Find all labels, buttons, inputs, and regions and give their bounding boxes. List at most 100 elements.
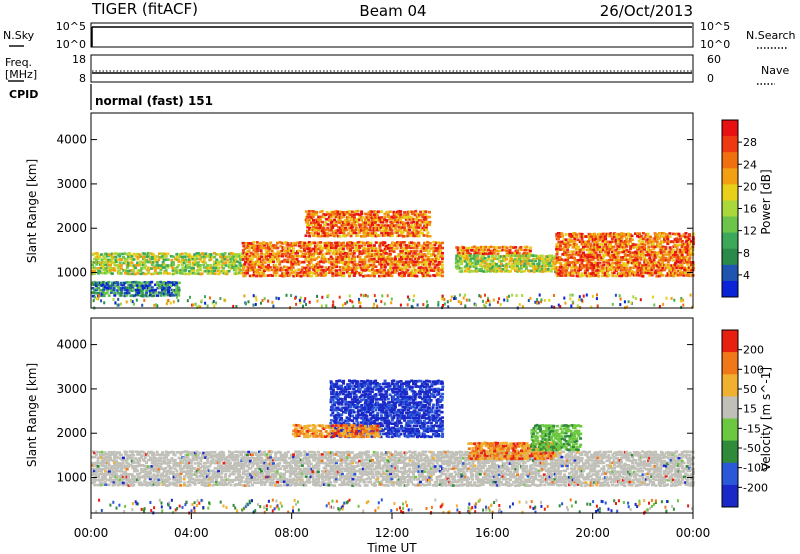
heatmap-cell bbox=[118, 481, 122, 484]
heatmap-cell bbox=[186, 255, 190, 258]
heatmap-cell bbox=[175, 469, 179, 472]
heatmap-cell bbox=[125, 291, 129, 295]
heatmap-cell bbox=[252, 247, 256, 250]
heatmap-cell bbox=[157, 271, 161, 275]
heatmap-cell bbox=[419, 271, 422, 274]
heatmap-cell bbox=[170, 288, 174, 292]
heatmap-cell bbox=[211, 484, 215, 487]
heatmap-cell bbox=[632, 266, 636, 269]
heatmap-cell bbox=[510, 262, 514, 266]
heatmap-cell bbox=[187, 258, 191, 261]
heatmap-cell bbox=[102, 294, 106, 298]
heatmap-cell bbox=[575, 233, 578, 236]
heatmap-cell bbox=[119, 264, 123, 267]
heatmap-cell bbox=[263, 274, 267, 277]
heatmap-cell bbox=[523, 264, 527, 268]
heatmap-cell bbox=[118, 292, 122, 295]
heatmap-cell bbox=[272, 266, 276, 269]
heatmap-cell bbox=[209, 459, 213, 463]
heatmap-cell bbox=[646, 242, 650, 246]
heatmap-cell bbox=[352, 274, 356, 277]
heatmap-cell bbox=[220, 456, 224, 460]
heatmap-cell bbox=[653, 232, 657, 235]
heatmap-cell bbox=[177, 478, 181, 482]
heatmap-cell bbox=[554, 267, 558, 271]
heatmap-cell bbox=[245, 302, 247, 306]
heatmap-cell bbox=[245, 269, 249, 272]
heatmap-cell bbox=[394, 263, 398, 266]
heatmap-cell bbox=[238, 451, 242, 454]
heatmap-cell bbox=[492, 252, 496, 255]
heatmap-cell bbox=[188, 470, 192, 473]
heatmap-cell bbox=[162, 467, 166, 471]
heatmap-cell bbox=[215, 266, 219, 270]
heatmap-cell bbox=[539, 265, 543, 268]
heatmap-cell bbox=[157, 459, 161, 462]
heatmap-cell bbox=[491, 259, 495, 263]
heatmap-cell bbox=[585, 269, 589, 272]
heatmap-cell bbox=[369, 213, 373, 216]
heatmap-cell bbox=[491, 264, 495, 268]
heatmap-cell bbox=[192, 458, 196, 462]
heatmap-cell bbox=[91, 461, 95, 465]
heatmap-cell bbox=[165, 480, 169, 484]
heatmap-cell bbox=[559, 245, 562, 248]
heatmap-cell bbox=[303, 241, 307, 245]
heatmap-cell bbox=[564, 233, 568, 236]
nsky-tick-low: 10^0 bbox=[56, 38, 86, 51]
heatmap-cell bbox=[184, 260, 188, 264]
heatmap-cell bbox=[521, 254, 525, 257]
heatmap-cell bbox=[281, 253, 285, 256]
heatmap-cell bbox=[358, 255, 362, 259]
heatmap-cell bbox=[114, 255, 118, 259]
heatmap-cell bbox=[457, 260, 461, 263]
heatmap-cell bbox=[209, 253, 213, 256]
heatmap-cell bbox=[648, 253, 652, 257]
heatmap-cell bbox=[686, 266, 690, 270]
heatmap-cell bbox=[125, 269, 128, 273]
heatmap-cell bbox=[548, 261, 552, 265]
heatmap-cell bbox=[107, 280, 111, 284]
heatmap-cell bbox=[129, 288, 132, 292]
heatmap-cell bbox=[191, 477, 195, 481]
heatmap-cell bbox=[621, 250, 625, 254]
heatmap-cell bbox=[129, 264, 133, 267]
heatmap-cell bbox=[488, 264, 492, 268]
heatmap-cell bbox=[401, 251, 405, 255]
heatmap-cell bbox=[324, 241, 328, 245]
heatmap-cell bbox=[286, 258, 290, 262]
heatmap-cell bbox=[284, 254, 288, 258]
heatmap-cell bbox=[353, 258, 356, 261]
heatmap-cell bbox=[574, 245, 578, 248]
heatmap-cell bbox=[378, 244, 382, 247]
heatmap-cell bbox=[514, 249, 518, 253]
heatmap-cell bbox=[412, 241, 415, 245]
nsearch-label: N.Search bbox=[746, 29, 796, 42]
heatmap-cell bbox=[573, 240, 577, 243]
heatmap-cell bbox=[482, 246, 485, 249]
heatmap-cell bbox=[558, 266, 562, 269]
heatmap-cell bbox=[234, 264, 238, 267]
heatmap-cell bbox=[173, 464, 177, 467]
heatmap-cell bbox=[358, 244, 362, 248]
heatmap-cell bbox=[577, 269, 581, 272]
colorbar-tick-label: 4 bbox=[743, 269, 750, 282]
heatmap-cell bbox=[371, 221, 375, 224]
heatmap-cell bbox=[518, 303, 521, 307]
heatmap-cell bbox=[152, 253, 156, 256]
heatmap-cell bbox=[186, 469, 190, 473]
heatmap-cell bbox=[145, 284, 148, 288]
heatmap-cell bbox=[404, 234, 408, 238]
heatmap-cell bbox=[641, 251, 645, 254]
heatmap-cell bbox=[128, 269, 132, 272]
heatmap-cell bbox=[512, 246, 516, 249]
heatmap-cell bbox=[340, 231, 344, 234]
heatmap-cell bbox=[589, 274, 593, 278]
heatmap-cell bbox=[377, 216, 381, 219]
heatmap-cell bbox=[345, 228, 349, 232]
heatmap-cell bbox=[303, 249, 307, 252]
heatmap-cell bbox=[425, 260, 428, 264]
heatmap-cell bbox=[136, 293, 140, 297]
heatmap-cell bbox=[372, 247, 376, 250]
heatmap-cell bbox=[423, 227, 427, 230]
